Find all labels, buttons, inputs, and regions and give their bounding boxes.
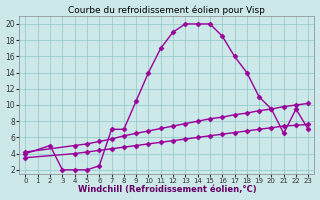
Title: Courbe du refroidissement éolien pour Visp: Courbe du refroidissement éolien pour Vi…	[68, 6, 265, 15]
X-axis label: Windchill (Refroidissement éolien,°C): Windchill (Refroidissement éolien,°C)	[77, 185, 256, 194]
